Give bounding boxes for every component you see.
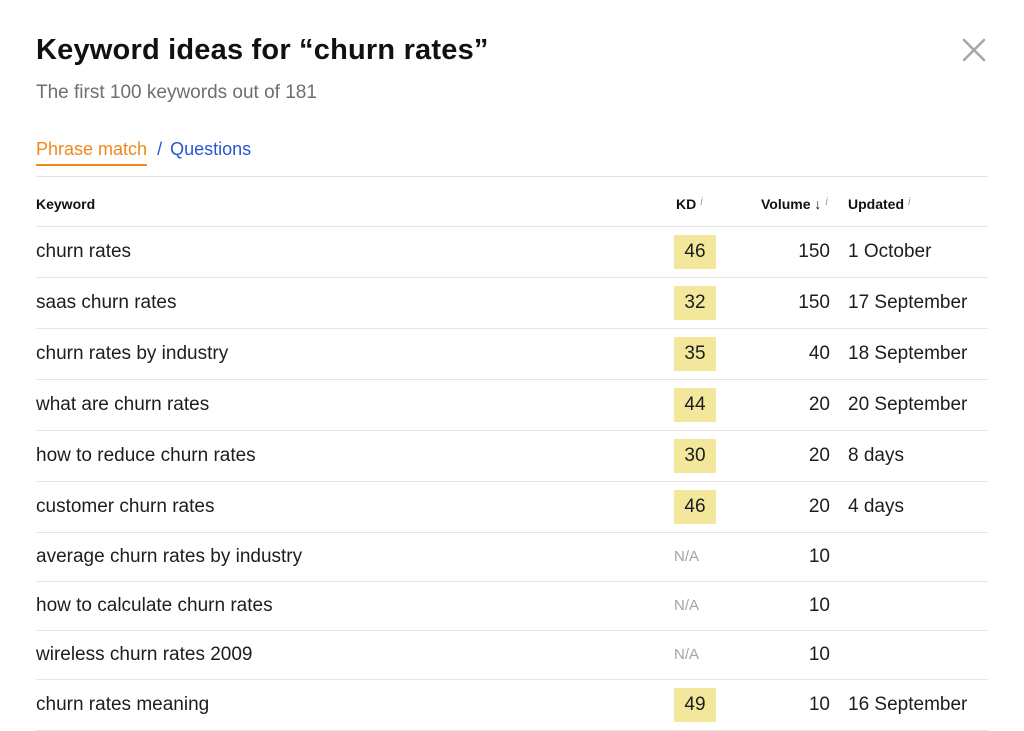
close-icon (962, 38, 986, 62)
kd-badge: 46 (674, 490, 716, 524)
dialog-title: Keyword ideas for “churn rates” (36, 34, 489, 66)
volume-info-icon[interactable]: i (825, 196, 828, 208)
close-button[interactable] (958, 34, 990, 66)
keyword-cell[interactable]: wireless churn rates 2009 (36, 644, 253, 665)
keyword-cell[interactable]: average churn rates by industry (36, 546, 303, 567)
table-row: how to reduce churn rates 30 20 8 days (36, 431, 988, 482)
table-row: churn rates meaning 49 10 16 September (36, 680, 988, 731)
kd-badge: 30 (674, 439, 716, 473)
keyword-cell[interactable]: how to calculate churn rates (36, 595, 273, 616)
volume-header-label: Volume ↓ (761, 196, 822, 212)
kd-not-available: N/A (674, 597, 700, 614)
updated-header-label: Updated (848, 196, 904, 212)
column-header-keyword: Keyword (36, 196, 96, 212)
volume-cell: 10 (808, 644, 830, 665)
kd-not-available: N/A (674, 548, 700, 565)
kd-not-available: N/A (674, 646, 700, 663)
updated-info-icon[interactable]: i (908, 196, 911, 208)
kd-badge: 32 (674, 286, 716, 320)
column-header-volume[interactable]: Volume ↓ i (761, 196, 828, 212)
volume-cell: 150 (798, 241, 830, 262)
keywords-table: Keyword KD i Volume ↓ i Updated i churn rat… (36, 176, 988, 731)
tab-questions[interactable]: Questions (170, 139, 252, 159)
updated-cell: 18 September (848, 343, 968, 364)
kd-badge: 49 (674, 688, 716, 722)
tab-separator: / (157, 139, 163, 159)
match-tabs: Phrase match / Questions (36, 139, 251, 166)
kd-badge: 44 (674, 388, 716, 422)
table-row: saas churn rates 32 150 17 September (36, 278, 988, 329)
column-header-updated: Updated i (848, 196, 910, 212)
updated-cell: 8 days (848, 445, 904, 466)
table-row: what are churn rates 44 20 20 September (36, 380, 988, 431)
volume-cell: 10 (808, 595, 830, 616)
table-row: customer churn rates 46 20 4 days (36, 482, 988, 533)
updated-cell: 17 September (848, 292, 968, 313)
keyword-cell[interactable]: what are churn rates (36, 394, 210, 415)
volume-cell: 10 (808, 694, 830, 715)
table-row: churn rates by industry 35 40 18 Septemb… (36, 329, 988, 380)
volume-cell: 150 (798, 292, 830, 313)
volume-cell: 20 (808, 394, 830, 415)
updated-cell: 4 days (848, 496, 904, 517)
updated-cell: 16 September (848, 694, 968, 715)
volume-cell: 20 (808, 445, 830, 466)
table-row: average churn rates by industry N/A 10 (36, 533, 988, 582)
volume-cell: 20 (808, 496, 830, 517)
table-row: how to calculate churn rates N/A 10 (36, 582, 988, 631)
keyword-cell[interactable]: how to reduce churn rates (36, 445, 256, 466)
updated-cell: 1 October (848, 241, 932, 262)
keyword-cell[interactable]: churn rates by industry (36, 343, 229, 364)
updated-cell: 20 September (848, 394, 968, 415)
dialog-subtitle: The first 100 keywords out of 181 (36, 82, 317, 103)
volume-cell: 40 (808, 343, 830, 364)
keyword-cell[interactable]: saas churn rates (36, 292, 177, 313)
table-row: wireless churn rates 2009 N/A 10 (36, 631, 988, 680)
keyword-cell[interactable]: churn rates (36, 241, 132, 262)
kd-badge: 46 (674, 235, 716, 269)
keyword-cell[interactable]: customer churn rates (36, 496, 215, 517)
kd-header-label: KD (676, 196, 697, 212)
keyword-cell[interactable]: churn rates meaning (36, 694, 210, 715)
tab-phrase-match[interactable]: Phrase match (36, 139, 148, 166)
volume-cell: 10 (808, 546, 830, 567)
kd-info-icon[interactable]: i (700, 196, 703, 208)
table-row: churn rates 46 150 1 October (36, 227, 988, 278)
kd-badge: 35 (674, 337, 716, 371)
table-header: Keyword KD i Volume ↓ i Updated i (36, 177, 988, 227)
column-header-kd: KD i (676, 196, 703, 212)
